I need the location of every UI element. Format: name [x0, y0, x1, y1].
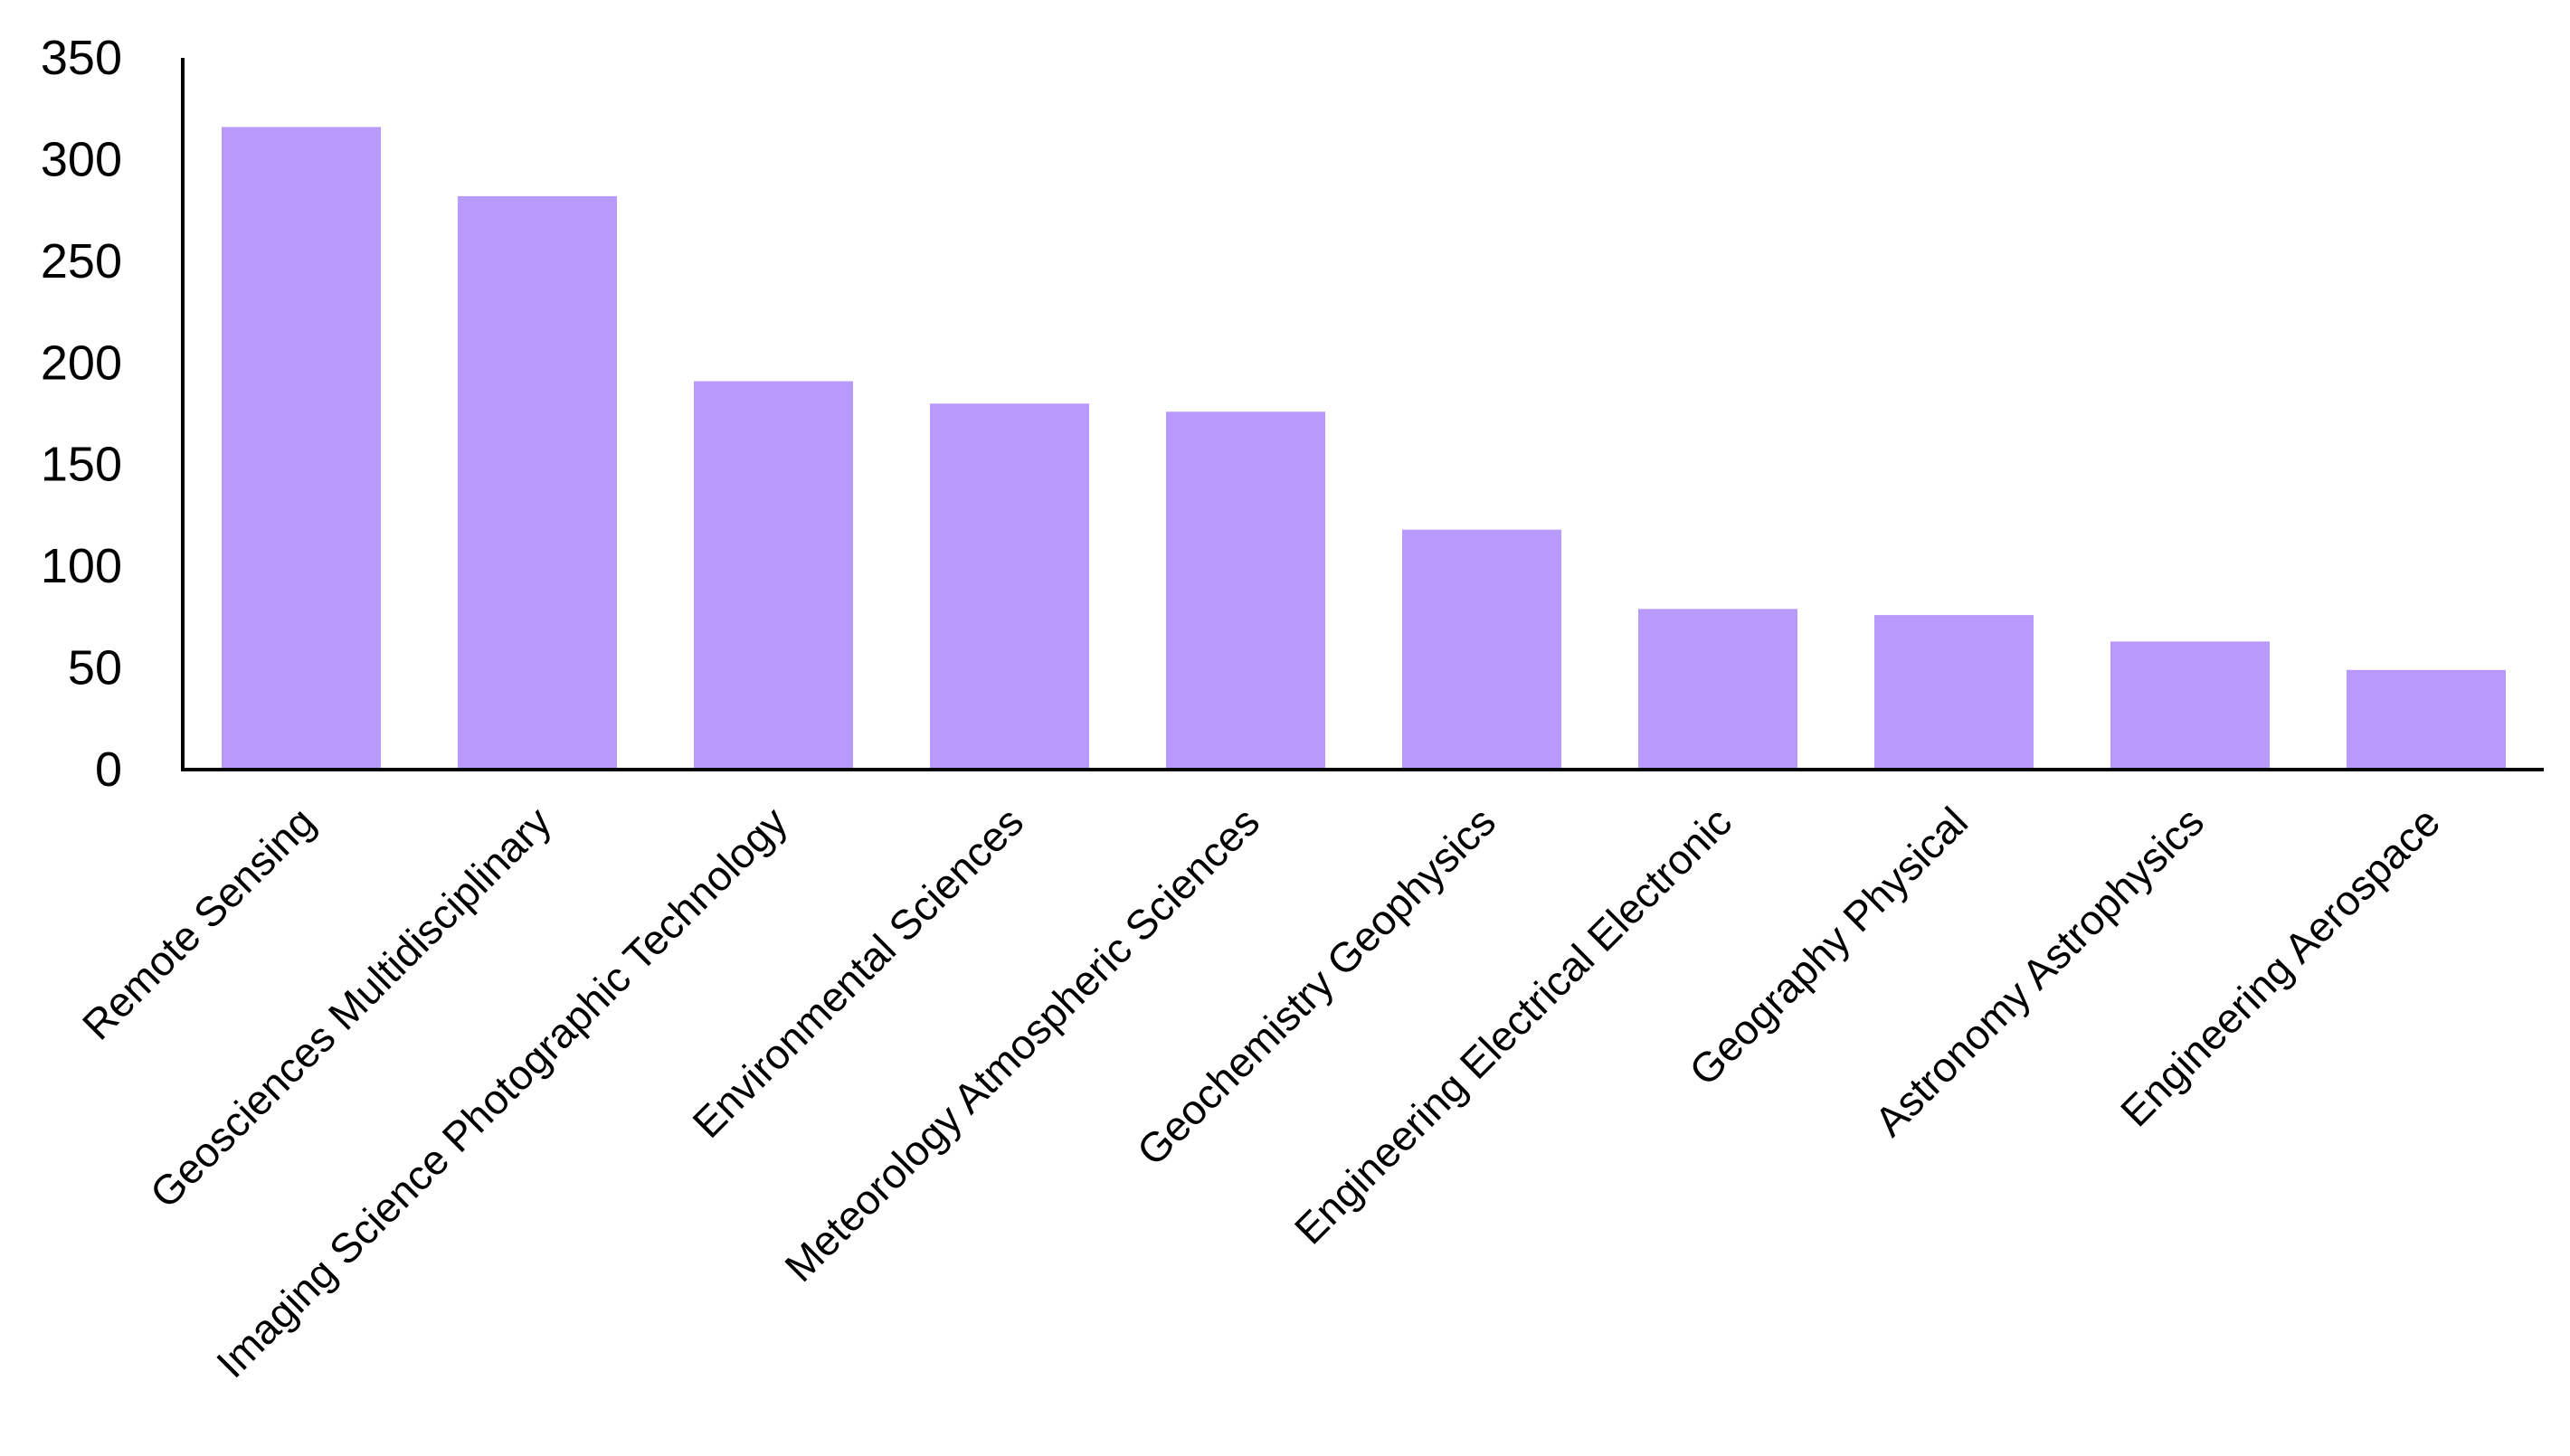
y-tick-label: 0 — [95, 742, 122, 797]
bar-geochemistry-geophysics — [1402, 529, 1561, 770]
y-tick-label: 300 — [41, 132, 122, 186]
x-category-label: Geosciences Multidisciplinary — [141, 798, 560, 1216]
y-tick-label: 150 — [41, 438, 122, 492]
bar-geography-physical — [1874, 615, 2034, 770]
bar-geosciences-multidisciplinary — [458, 195, 617, 771]
y-tick-label: 50 — [68, 641, 122, 695]
bar-engineering-electrical-electronic — [1638, 609, 1797, 770]
x-category-label: Remote Sensing — [73, 798, 324, 1048]
y-tick-label: 200 — [41, 336, 122, 390]
x-category-label: Engineering Electrical Electronic — [1285, 798, 1740, 1253]
y-tick-labels: 0 50 100 150 200 250 300 350 — [41, 31, 122, 797]
bars-layer — [222, 127, 2506, 771]
x-category-label: Meteorology Atmospheric Sciences — [775, 798, 1268, 1291]
y-tick-label: 350 — [41, 31, 122, 85]
y-tick-label: 250 — [41, 234, 122, 288]
axes-layer — [181, 58, 2544, 771]
bar-remote-sensing — [222, 127, 381, 771]
bar-environmental-sciences — [930, 403, 1089, 770]
bar-imaging-science-photographic-technology — [694, 381, 853, 770]
bar-meteorology-atmospheric-sciences — [1166, 411, 1325, 770]
bar-astronomy-astrophysics — [2110, 641, 2270, 770]
bar-engineering-aerospace — [2347, 669, 2506, 770]
y-tick-label: 100 — [41, 539, 122, 593]
